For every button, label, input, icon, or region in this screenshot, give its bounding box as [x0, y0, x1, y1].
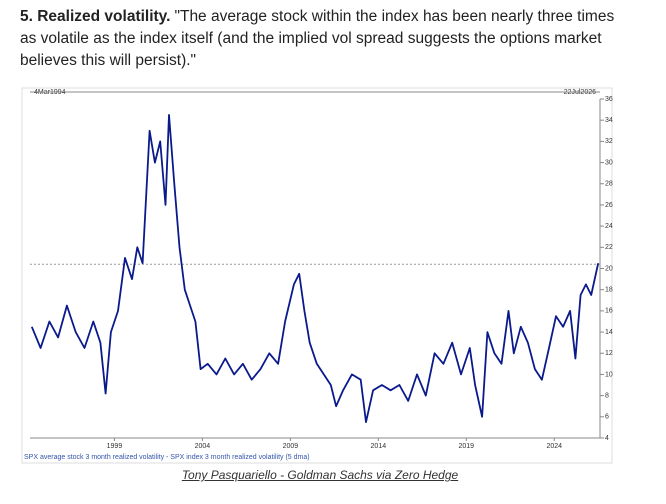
- y-tick-label: 20: [605, 265, 613, 272]
- y-tick-label: 28: [605, 181, 613, 188]
- y-tick-label: 32: [605, 138, 613, 145]
- chart: 4Mar1994 22Jul2026 SPX average stock 3 m…: [21, 87, 613, 464]
- y-tick-label: 16: [605, 308, 613, 315]
- y-tick-label: 10: [605, 371, 613, 378]
- chart-frame: [21, 87, 613, 464]
- quote: "The average stock within the index has …: [20, 8, 615, 69]
- x-tick-label: 2019: [459, 443, 475, 450]
- y-tick-label: 4: [605, 435, 609, 442]
- x-tick-label: 2004: [195, 443, 211, 450]
- y-tick-label: 18: [605, 287, 613, 294]
- y-tick-label: 34: [605, 117, 613, 124]
- y-tick-label: 26: [605, 202, 613, 209]
- x-tick-label: 1999: [107, 443, 123, 450]
- y-tick-label: 30: [605, 159, 613, 166]
- caption: Tony Pasquariello - Goldman Sachs via Ze…: [181, 468, 459, 482]
- x-tick-label: 2014: [371, 443, 387, 450]
- y-tick-label: 22: [605, 244, 613, 251]
- lead: 5. Realized volatility.: [20, 8, 171, 25]
- y-tick-label: 8: [605, 392, 609, 399]
- x-tick-label: 2024: [546, 443, 562, 450]
- y-tick-label: 36: [605, 96, 613, 103]
- x-tick-label: 2009: [283, 443, 299, 450]
- y-tick-label: 24: [605, 223, 613, 230]
- y-tick-label: 12: [605, 350, 613, 357]
- footnote: SPX average stock 3 month realized volat…: [24, 454, 310, 461]
- paragraph: 5. Realized volatility. "The average stoc…: [20, 6, 630, 72]
- series-line: [30, 114, 600, 423]
- y-tick-label: 14: [605, 329, 613, 336]
- y-tick-label: 6: [605, 414, 609, 421]
